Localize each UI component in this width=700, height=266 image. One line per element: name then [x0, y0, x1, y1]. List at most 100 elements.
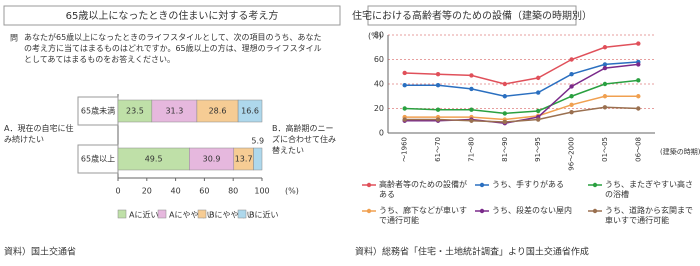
x-tick-label: 91～95: [534, 137, 542, 162]
source: 資料）国土交通省: [4, 246, 76, 258]
legend-marker: [366, 208, 372, 214]
series-line: [404, 61, 639, 98]
series-line: [404, 95, 639, 121]
title-box: [3, 5, 341, 26]
legend-swatch: [237, 209, 247, 219]
data-point: [535, 90, 541, 95]
x-tick-label: 06～08: [634, 137, 642, 162]
bar-segment: [253, 147, 263, 171]
source: 資料）総務省「住宅・土地統計調査」より国土交通省作成: [355, 246, 589, 258]
data-point: [602, 81, 608, 87]
x-tick-label: 100: [254, 187, 269, 196]
value-label: 28.6: [209, 107, 227, 116]
y-tick-label: 40: [374, 80, 384, 89]
y-tick-label: 80: [374, 31, 384, 40]
legend-marker: [366, 182, 372, 188]
legend-label: Aにやや近い: [169, 210, 214, 220]
x-tick-label: 80: [228, 187, 238, 196]
chart-title: 65歳以上になったときの住まいに対する考え方: [66, 9, 279, 22]
data-point: [435, 117, 441, 122]
data-point: [602, 94, 608, 99]
x-tick-label: ～1960: [401, 137, 409, 162]
legend-swatch: [117, 209, 127, 219]
legend-marker: [479, 182, 485, 188]
left-note: A．現在の自宅に住み続けたい: [4, 124, 74, 144]
legend-label: 高齢者等のための設備がある: [379, 180, 467, 199]
legend-label: Aに近い: [129, 210, 158, 220]
data-point: [602, 65, 608, 71]
data-point: [569, 102, 574, 108]
series-line: [404, 106, 639, 123]
data-point: [636, 62, 641, 67]
data-point: [402, 106, 407, 111]
legend-label: うち、手すりがある: [492, 180, 564, 189]
bar-segment: [237, 99, 263, 123]
data-point: [535, 108, 541, 114]
legend-marker: [479, 208, 485, 214]
data-point: [636, 41, 641, 46]
series-line: [404, 42, 639, 85]
x-tick-label: 20: [142, 187, 152, 196]
data-point: [569, 57, 574, 62]
y-tick-label: 60: [374, 55, 384, 64]
data-point: [602, 45, 608, 50]
question: あなたが65歳以上になったときのライフスタイルとして、次の項目のうち、あなたの考…: [24, 33, 322, 64]
data-point: [636, 106, 641, 111]
y-axis-label: (%): [368, 32, 382, 41]
x-axis-label: (建築の時期): [660, 147, 700, 156]
data-point: [469, 118, 474, 123]
legend-label: Bにやや近い: [209, 210, 255, 220]
data-point: [569, 72, 574, 77]
data-point: [469, 73, 474, 78]
right-note: B．高齢期のニーズに合わせて住み替えたい: [272, 124, 336, 155]
data-point: [435, 107, 441, 112]
data-point: [435, 83, 441, 88]
x-tick-label: 96～2000: [568, 137, 576, 171]
y-tick-label: 0: [379, 129, 384, 138]
legend-label: うち、道路から玄関まで車いすで通行可能: [605, 206, 693, 225]
data-point: [502, 81, 508, 87]
data-point: [569, 109, 574, 115]
value-label: 13.7: [235, 155, 253, 164]
legend-label: うち、廊下などが車いすで通行可能: [379, 206, 467, 225]
data-point: [402, 117, 407, 122]
data-point: [402, 83, 407, 88]
y-tick-label: 65歳以上: [81, 154, 115, 164]
data-point: [602, 105, 608, 110]
data-point: [435, 72, 441, 77]
title-box: [367, 5, 577, 26]
data-point: [569, 94, 574, 99]
data-point: [469, 86, 474, 92]
value-label: 16.6: [241, 107, 259, 116]
x-axis-label: (%): [285, 187, 299, 196]
x-tick-label: 60: [199, 187, 209, 196]
value-label: 31.3: [165, 107, 183, 116]
data-point: [502, 111, 508, 116]
chart-title: 住宅における高齢者等のための設備（建築の時期別）: [352, 9, 592, 22]
x-tick-label: 71～80: [467, 137, 475, 162]
data-point: [502, 119, 508, 125]
data-point: [469, 107, 474, 112]
x-tick-label: 40: [171, 187, 181, 196]
x-tick-label: 61～70: [434, 137, 442, 162]
y-tick-label: 20: [374, 104, 384, 113]
data-point: [535, 117, 541, 122]
x-tick-label: 01～05: [601, 137, 609, 162]
legend-marker: [592, 182, 598, 188]
data-point: [569, 84, 574, 89]
value-label: 5.9: [251, 137, 264, 146]
y-tick-label: 65歳未満: [81, 106, 115, 116]
question-mark: 問: [10, 34, 18, 43]
value-label: 23.5: [126, 107, 144, 116]
legend-marker: [592, 208, 598, 214]
x-tick-label: 81～90: [501, 137, 509, 162]
legend-label: Bに近い: [249, 210, 279, 220]
legend-label: うち、またぎやすい高さの浴槽: [605, 180, 693, 199]
data-point: [602, 62, 608, 67]
x-tick-label: 0: [115, 187, 120, 196]
value-label: 30.9: [203, 155, 221, 164]
legend-swatch: [197, 209, 207, 219]
data-point: [402, 70, 407, 76]
